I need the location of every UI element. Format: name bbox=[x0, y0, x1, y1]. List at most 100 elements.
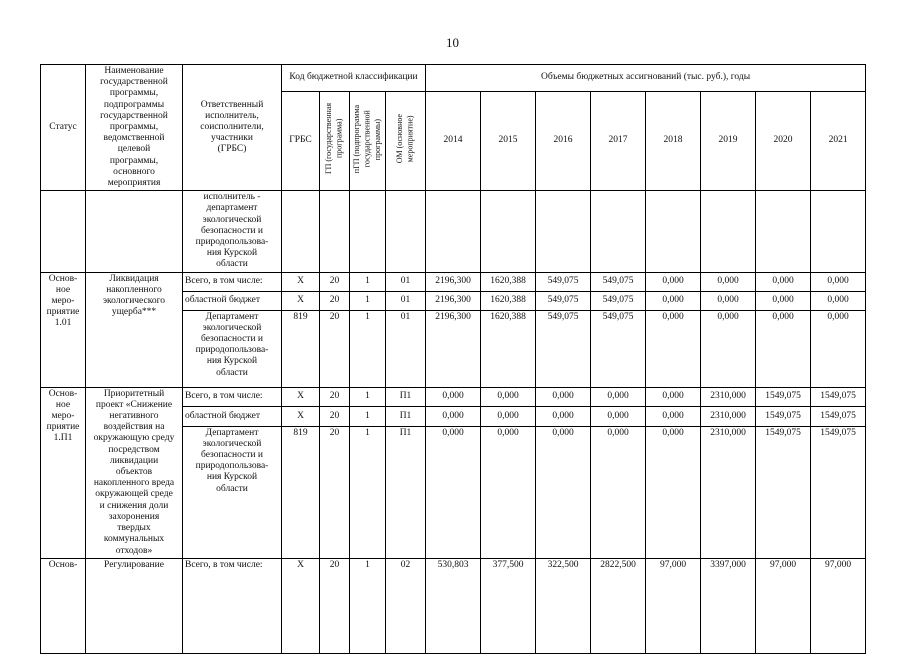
code-pgp-cell: 1 bbox=[349, 386, 386, 408]
value-cell-empty bbox=[480, 190, 537, 273]
code-om-cell: П1 bbox=[384, 386, 427, 408]
code-om-cell: 01 bbox=[384, 271, 427, 292]
header-om-label: ОМ (основное мероприятие) bbox=[395, 114, 415, 164]
value-cell: 0,000 bbox=[645, 386, 702, 408]
value-cell: 0,000 bbox=[590, 386, 647, 408]
value-cell: 2310,000 bbox=[700, 425, 757, 559]
header-year-2015: 2015 bbox=[480, 90, 537, 192]
value-cell: 0,000 bbox=[535, 386, 592, 408]
header-executor: Ответственный исполнитель, соисполнители… bbox=[182, 63, 282, 192]
code-om-cell: П1 bbox=[384, 406, 427, 427]
value-cell: 0,000 bbox=[810, 271, 867, 292]
program-cell-empty bbox=[85, 190, 183, 273]
executor-cell: Всего, в том числе: bbox=[182, 271, 282, 292]
value-cell: 549,075 bbox=[590, 290, 647, 311]
value-cell: 0,000 bbox=[480, 425, 537, 559]
value-cell: 97,000 bbox=[810, 557, 867, 654]
status-cell: Основ- bbox=[40, 557, 86, 654]
header-gp-label: ГП (государственная программа) bbox=[324, 103, 344, 175]
value-cell: 0,000 bbox=[645, 309, 702, 388]
code-om-cell: 01 bbox=[384, 309, 427, 388]
executor-cell: Всего, в том числе: bbox=[182, 557, 282, 654]
value-cell: 0,000 bbox=[645, 271, 702, 292]
value-cell: 0,000 bbox=[480, 386, 537, 408]
code-grbs-cell-empty bbox=[281, 190, 320, 273]
code-gp-cell: 20 bbox=[319, 271, 350, 292]
value-cell-empty bbox=[810, 190, 867, 273]
value-cell-empty bbox=[425, 190, 482, 273]
value-cell: 1549,075 bbox=[810, 425, 867, 559]
value-cell: 0,000 bbox=[535, 406, 592, 427]
value-cell: 1549,075 bbox=[810, 386, 867, 408]
header-year-2021: 2021 bbox=[810, 90, 867, 192]
header-row-columns: ГРБС ГП (государственная программа) пГП … bbox=[41, 90, 867, 192]
code-gp-cell: 20 bbox=[319, 309, 350, 388]
code-grbs-cell: 819 bbox=[281, 425, 320, 559]
code-grbs-cell: X bbox=[281, 271, 320, 292]
value-cell: 549,075 bbox=[535, 271, 592, 292]
header-status: Статус bbox=[40, 63, 86, 192]
header-year-2019: 2019 bbox=[700, 90, 757, 192]
table-row-g2-regional: областной бюджет X 20 1 П1 0,000 0,000 0… bbox=[41, 406, 867, 427]
header-volumes-group: Объемы бюджетных ассигнований (тыс. руб.… bbox=[425, 64, 867, 92]
value-cell: 1549,075 bbox=[755, 406, 812, 427]
value-cell: 2196,300 bbox=[425, 271, 482, 292]
value-cell: 0,000 bbox=[755, 309, 812, 388]
code-grbs-cell: 819 bbox=[281, 309, 320, 388]
code-pgp-cell: 1 bbox=[349, 557, 386, 654]
code-gp-cell: 20 bbox=[319, 406, 350, 427]
value-cell-empty bbox=[535, 190, 592, 273]
executor-cell: исполнитель - департамент экологической … bbox=[182, 190, 282, 273]
table-row-g1-regional: областной бюджет X 20 1 01 2196,300 1620… bbox=[41, 290, 867, 311]
value-cell: 0,000 bbox=[645, 425, 702, 559]
header-code-group: Код бюджетной классификации bbox=[280, 64, 427, 92]
table-row-continuation: исполнитель - департамент экологической … bbox=[40, 190, 867, 273]
header-pgp: пГП (подпрограмма государственной програ… bbox=[349, 90, 386, 192]
code-om-cell: 01 bbox=[384, 290, 427, 311]
executor-cell: Департамент экологической безопасности и… bbox=[182, 309, 282, 388]
value-cell: 2196,300 bbox=[425, 290, 482, 311]
header-year-2014: 2014 bbox=[425, 90, 482, 192]
code-pgp-cell: 1 bbox=[349, 425, 386, 559]
header-year-2018: 2018 bbox=[645, 90, 702, 192]
value-cell: 1549,075 bbox=[755, 386, 812, 408]
table-row-g2-department: Департамент экологической безопасности и… bbox=[41, 425, 867, 559]
code-om-cell: 02 bbox=[384, 557, 427, 654]
code-pgp-cell-empty bbox=[349, 190, 386, 273]
value-cell: 0,000 bbox=[700, 271, 757, 292]
status-cell-empty bbox=[40, 190, 86, 273]
code-om-cell: П1 bbox=[384, 425, 427, 559]
value-cell-empty bbox=[645, 190, 702, 273]
value-cell: 0,000 bbox=[700, 309, 757, 388]
table-row-g2-total: Основ- ное меро- приятие 1.П1 Приоритетн… bbox=[40, 386, 867, 559]
value-cell: 0,000 bbox=[480, 406, 537, 427]
page-number: 10 bbox=[446, 35, 459, 50]
value-cell: 549,075 bbox=[590, 271, 647, 292]
value-cell: 0,000 bbox=[590, 425, 647, 559]
code-grbs-cell: X bbox=[281, 406, 320, 427]
code-grbs-cell: X bbox=[281, 290, 320, 311]
value-cell-empty bbox=[700, 190, 757, 273]
code-grbs-cell: X bbox=[281, 557, 320, 654]
value-cell: 0,000 bbox=[425, 406, 482, 427]
value-cell: 549,075 bbox=[590, 309, 647, 388]
program-cell: Приоритетный проект «Снижение негативног… bbox=[85, 386, 183, 559]
table-row-g1-total: Основ- ное меро- приятие 1.01 Ликвидация… bbox=[40, 271, 867, 388]
value-cell: 0,000 bbox=[645, 406, 702, 427]
value-cell: 0,000 bbox=[755, 290, 812, 311]
value-cell-empty bbox=[590, 190, 647, 273]
code-pgp-cell: 1 bbox=[349, 290, 386, 311]
value-cell: 0,000 bbox=[810, 309, 867, 388]
header-program: Наименование государственной программы, … bbox=[85, 63, 183, 192]
code-grbs-cell: X bbox=[281, 386, 320, 408]
value-cell: 97,000 bbox=[645, 557, 702, 654]
value-cell: 0,000 bbox=[645, 290, 702, 311]
value-cell: 1620,388 bbox=[480, 271, 537, 292]
header-grbs: ГРБС bbox=[281, 90, 320, 192]
status-cell: Основ- ное меро- приятие 1.П1 bbox=[40, 386, 86, 559]
code-gp-cell: 20 bbox=[319, 557, 350, 654]
value-cell: 2822,500 bbox=[590, 557, 647, 654]
code-gp-cell-empty bbox=[319, 190, 350, 273]
value-cell: 1549,075 bbox=[810, 406, 867, 427]
value-cell: 0,000 bbox=[700, 290, 757, 311]
